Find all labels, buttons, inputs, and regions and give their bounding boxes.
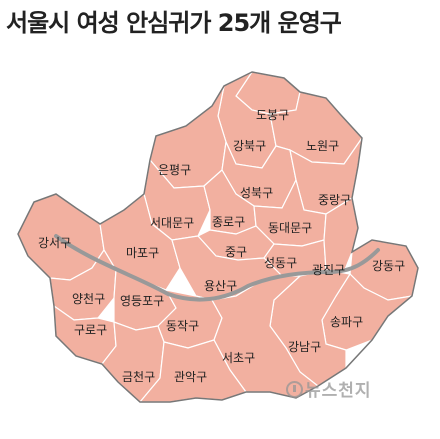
district-label-gangbuk: 강북구 — [233, 139, 266, 153]
district-label-seongbuk: 성북구 — [240, 186, 273, 200]
district-label-songpa: 송파구 — [330, 315, 363, 329]
district-label-gangseo: 강서구 — [38, 236, 71, 250]
logo-icon — [286, 381, 303, 398]
district-label-dobong: 도봉구 — [256, 108, 289, 122]
district-label-jung: 중구 — [225, 245, 247, 259]
watermark: 뉴스천지 — [286, 376, 372, 401]
district-label-nowon: 노원구 — [306, 139, 339, 153]
district-label-gwangjin: 광진구 — [312, 263, 345, 277]
district-label-jungnang: 중랑구 — [318, 193, 351, 207]
watermark-text: 뉴스천지 — [305, 381, 372, 401]
district-label-seocho: 서초구 — [222, 351, 255, 365]
seoul-outline — [17, 71, 419, 403]
district-label-seodaemun: 서대문구 — [150, 216, 194, 230]
district-label-mapo: 마포구 — [126, 246, 159, 260]
district-label-eunpyeong: 은평구 — [158, 163, 191, 177]
district-label-gangnam: 강남구 — [288, 340, 321, 354]
district-label-seongdong: 성동구 — [264, 256, 297, 270]
district-label-yeongdeungpo: 영등포구 — [120, 294, 164, 308]
han-river — [54, 234, 380, 302]
map-title: 서울시 여성 안심귀가 25개 운영구 — [6, 9, 342, 37]
district-label-jongno: 종로구 — [212, 215, 245, 229]
district-regions — [17, 70, 419, 403]
district-label-geumcheon: 금천구 — [122, 369, 155, 384]
district-label-gangdong: 강동구 — [372, 259, 405, 273]
district-label-dongdaemun: 동대문구 — [268, 221, 312, 235]
district-label-guro: 구로구 — [74, 323, 107, 337]
district-label-yongsan: 용산구 — [204, 279, 237, 293]
district-label-gwanak: 관악구 — [174, 370, 207, 384]
district-label-yangcheon: 양천구 — [72, 291, 105, 306]
district-label-dongjak: 동작구 — [166, 319, 199, 333]
